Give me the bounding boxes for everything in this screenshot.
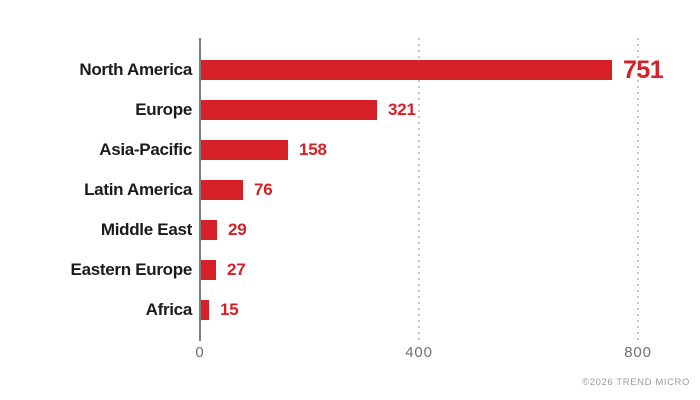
bar-row: Asia-Pacific 158 (0, 130, 700, 170)
x-tick-label: 800 (624, 344, 652, 361)
value-label: 321 (388, 100, 416, 119)
value-label: 29 (228, 220, 247, 239)
bar (201, 260, 216, 280)
bar (201, 60, 612, 80)
bar-row: Latin America 76 (0, 170, 700, 210)
bar-row: Europe 321 (0, 90, 700, 130)
bar (201, 220, 217, 240)
copyright-text: ©2026 TREND MICRO (582, 377, 690, 388)
gridline-800 (637, 38, 639, 340)
value-label: 158 (299, 140, 327, 159)
bar-row: Africa 15 (0, 290, 700, 330)
bar-row: North America 751 (0, 50, 700, 90)
value-label: 15 (220, 300, 239, 319)
bar (201, 180, 243, 200)
category-label: Asia-Pacific (99, 140, 192, 159)
category-label: North America (79, 60, 192, 79)
category-label: Africa (145, 300, 193, 319)
category-label: Latin America (84, 180, 192, 199)
bar-row: Middle East 29 (0, 210, 700, 250)
gridline-400 (418, 38, 420, 340)
x-tick-label: 400 (405, 344, 433, 361)
bar-row: Eastern Europe 27 (0, 250, 700, 290)
category-label: Middle East (100, 220, 192, 239)
category-label: Europe (135, 100, 192, 119)
value-label: 751 (623, 56, 664, 84)
bar (201, 140, 288, 160)
bar (201, 100, 377, 120)
y-axis-line (199, 38, 201, 341)
value-label: 76 (254, 180, 273, 199)
category-label: Eastern Europe (70, 260, 193, 279)
bar (201, 300, 209, 320)
x-tick-label: 0 (195, 344, 205, 361)
bar-rows: North America 751 Europe 321 Asia-Pacific 158… (0, 50, 700, 330)
value-label: 27 (227, 260, 246, 279)
